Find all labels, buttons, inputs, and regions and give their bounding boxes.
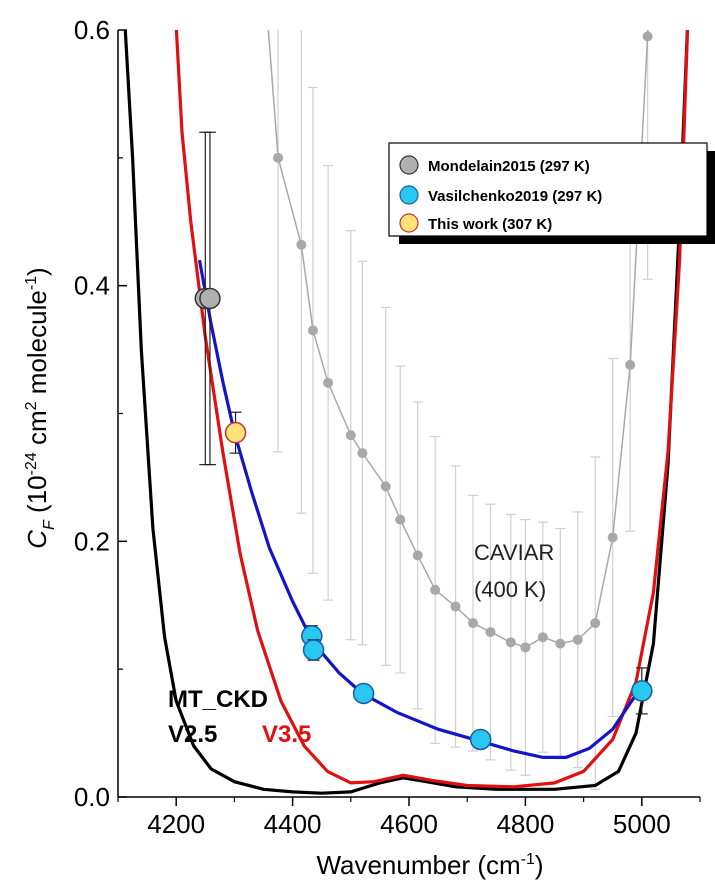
caviar-point [572, 634, 583, 645]
legend-marker-vasilchenko [399, 185, 419, 205]
v35-label: V3.5 [262, 721, 311, 748]
caviar-point [505, 637, 516, 648]
caviar-point [412, 550, 423, 561]
y-axis-title: CF (10-24 cm2 molecule-1) [22, 267, 58, 548]
x-tick-label: 4400 [264, 809, 322, 839]
mtckd-v25-curve [123, 30, 689, 795]
caviar-point [323, 377, 334, 388]
x-tick-label: 4600 [380, 809, 438, 839]
mtckd-label: MT_CKD [168, 686, 268, 713]
vasilchenko-point [631, 680, 653, 702]
x-tick-label: 5000 [613, 809, 671, 839]
caviar-point [485, 627, 496, 638]
caviar-point [273, 152, 284, 163]
caviar-point [625, 359, 636, 370]
vasilchenko-point [352, 682, 375, 705]
caviar-point [520, 642, 531, 653]
y-tick-label: 0.0 [74, 782, 110, 812]
legend-label-mondelain: Mondelain2015 (297 K) [428, 158, 590, 175]
x-tick-label: 4200 [147, 809, 205, 839]
legend-label-this-work: This work (307 K) [428, 216, 552, 233]
x-tick-label: 4800 [496, 809, 554, 839]
this-work-point [224, 421, 247, 444]
caviar-point [468, 618, 479, 629]
model-curves [123, 30, 690, 795]
caviar-point [537, 632, 548, 643]
legend: Mondelain2015 (297 K) Vasilchenko2019 (2… [388, 142, 715, 244]
legend-label-vasilchenko: Vasilchenko2019 (297 K) [428, 188, 602, 205]
legend-marker-this-work [399, 213, 419, 233]
vasilchenko-point [302, 639, 325, 661]
caviar-point [296, 239, 307, 250]
caviar-point [450, 601, 461, 612]
vasilchenko-point [469, 728, 492, 751]
caviar-point [590, 618, 601, 629]
legend-box [388, 142, 708, 237]
caviar-point [607, 532, 618, 543]
y-tick-label: 0.2 [74, 526, 110, 556]
caviar-series [267, 30, 653, 653]
mondelain-point [199, 287, 221, 310]
caviar-point [345, 430, 356, 441]
caviar-point [357, 448, 368, 459]
blue-fit-curve [197, 259, 644, 759]
y-tick-label: 0.6 [74, 15, 110, 45]
caviar-line [267, 30, 649, 649]
y-tick-label: 0.4 [74, 271, 110, 301]
legend-marker-mondelain [399, 155, 419, 175]
caviar-point [430, 584, 441, 595]
caviar-point [555, 638, 566, 649]
x-axis-title: Wavenumber (cm-1) [316, 850, 543, 880]
mtckd-v35-curve [174, 30, 690, 789]
measurement-markers [194, 131, 653, 751]
axes: 0.0 0.2 0.4 0.6 4200 4400 4600 4800 5000 [74, 15, 701, 839]
caviar-point [642, 31, 653, 42]
caviar-point [380, 481, 391, 492]
caviar-point [395, 514, 406, 525]
caviar-label-line2: (400 K) [474, 577, 546, 602]
caviar-error-bars [273, 30, 653, 790]
v25-label: V2.5 [168, 721, 217, 748]
caviar-label-line1: CAVIAR [474, 540, 554, 565]
caviar-point [307, 325, 318, 336]
